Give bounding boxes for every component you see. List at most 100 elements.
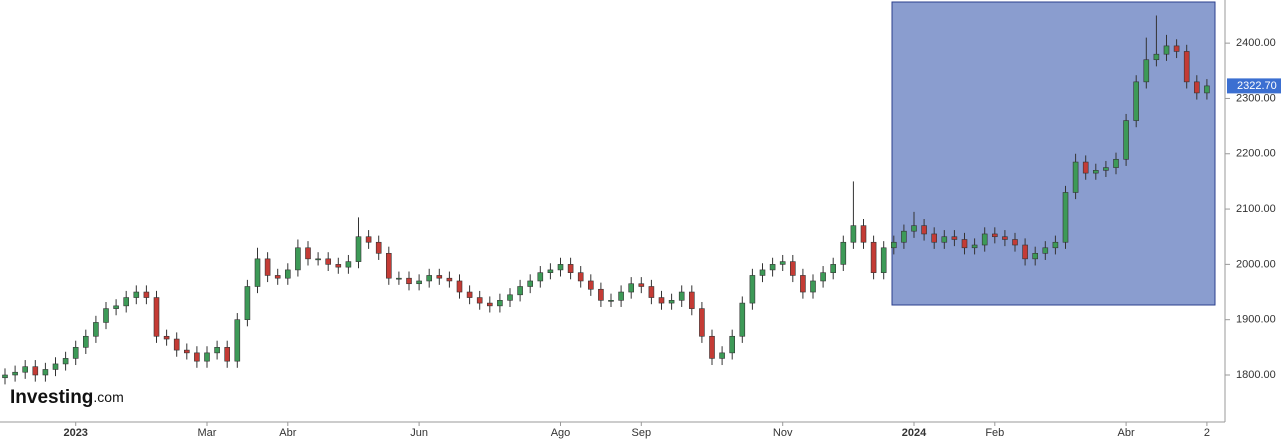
candle-body bbox=[709, 335, 715, 359]
candle-body bbox=[840, 241, 847, 265]
candle-body bbox=[547, 269, 554, 273]
candle-body bbox=[1204, 85, 1210, 94]
candle-body bbox=[204, 352, 210, 362]
x-tick-label: 2023 bbox=[63, 427, 87, 439]
candle-body bbox=[32, 366, 39, 376]
x-tick-label: Abr bbox=[1118, 427, 1135, 439]
candle-body bbox=[426, 275, 433, 282]
candle-body bbox=[749, 275, 756, 304]
candle-body bbox=[173, 338, 180, 351]
candle-body bbox=[345, 261, 352, 268]
candle-body bbox=[527, 280, 534, 287]
logo-suffix: .com bbox=[93, 389, 123, 405]
candle-body bbox=[1113, 158, 1119, 168]
y-tick-label: 2000.00 bbox=[1236, 258, 1276, 270]
x-tick-label: 2 bbox=[1204, 427, 1210, 439]
candle-body bbox=[2, 374, 8, 379]
y-tick-label: 1800.00 bbox=[1236, 369, 1276, 381]
candle-body bbox=[638, 283, 645, 287]
candles bbox=[2, 15, 1210, 385]
candle-body bbox=[1052, 241, 1059, 249]
y-tick-label: 2100.00 bbox=[1236, 203, 1276, 215]
candle-body bbox=[123, 297, 129, 307]
candle-body bbox=[648, 286, 655, 298]
x-tick-label: Jun bbox=[410, 427, 428, 439]
candle-body bbox=[911, 225, 917, 232]
candle-body bbox=[1042, 247, 1049, 254]
candle-body bbox=[769, 264, 776, 271]
candle-body bbox=[1194, 81, 1200, 94]
candle-body bbox=[365, 236, 372, 243]
candle-body bbox=[12, 371, 18, 376]
candle-body bbox=[1183, 51, 1190, 83]
candle-body bbox=[880, 247, 887, 273]
candle-body bbox=[436, 275, 443, 279]
candle-body bbox=[497, 300, 503, 307]
candle-body bbox=[184, 349, 190, 354]
candle-body bbox=[254, 258, 261, 287]
x-tick-label: Mar bbox=[198, 427, 217, 439]
candle-body bbox=[921, 225, 927, 235]
candle-body bbox=[143, 291, 150, 298]
x-tick-label: Feb bbox=[985, 427, 1004, 439]
candle-body bbox=[284, 269, 291, 279]
y-tick-label: 2200.00 bbox=[1236, 148, 1276, 160]
logo-main: Investing bbox=[10, 387, 93, 408]
candle-body bbox=[951, 236, 958, 240]
x-tick-label: Sep bbox=[632, 427, 652, 439]
candle-body bbox=[446, 277, 453, 282]
candle-body bbox=[163, 335, 170, 340]
candle-body bbox=[860, 225, 867, 243]
y-tick-label: 2300.00 bbox=[1236, 92, 1276, 104]
candle-body bbox=[1093, 170, 1099, 174]
candle-body bbox=[416, 280, 422, 285]
candle-body bbox=[981, 233, 988, 246]
candle-body bbox=[830, 264, 837, 273]
candle-body bbox=[1133, 81, 1139, 121]
candle-body bbox=[1103, 167, 1109, 171]
candle-body bbox=[466, 291, 473, 298]
candle-body bbox=[355, 236, 362, 262]
x-tick-label: Ago bbox=[551, 427, 571, 439]
candle-body bbox=[1082, 161, 1089, 174]
candle-body bbox=[264, 258, 271, 276]
candle-body bbox=[810, 280, 816, 293]
candle-body bbox=[1062, 192, 1069, 243]
candle-body bbox=[890, 241, 897, 249]
candle-body bbox=[991, 233, 998, 238]
candle-body bbox=[476, 297, 483, 304]
selection-box bbox=[891, 1, 1216, 306]
candle-body bbox=[658, 297, 665, 304]
candle-body bbox=[507, 294, 513, 301]
candle-body bbox=[759, 269, 766, 276]
candle-body bbox=[699, 308, 705, 337]
candle-body bbox=[244, 286, 251, 320]
candle-body bbox=[486, 302, 493, 307]
candle-body bbox=[618, 291, 624, 301]
candle-body bbox=[93, 322, 99, 337]
candle-body bbox=[971, 244, 978, 249]
candle-body bbox=[396, 277, 402, 280]
candle-body bbox=[103, 308, 109, 323]
candle-body bbox=[1173, 45, 1180, 52]
candle-body bbox=[1022, 244, 1028, 260]
candle-body bbox=[820, 272, 826, 282]
candle-body bbox=[567, 264, 574, 273]
candle-body bbox=[1153, 53, 1160, 61]
candle-body bbox=[779, 261, 786, 265]
candle-body bbox=[83, 335, 89, 348]
candle-body bbox=[800, 275, 806, 293]
candle-body bbox=[153, 297, 160, 337]
candle-body bbox=[931, 233, 938, 243]
candle-body bbox=[537, 272, 544, 282]
candle-body bbox=[628, 283, 635, 293]
last-price-label: 2322.70 bbox=[1237, 80, 1277, 92]
candle-body bbox=[1032, 253, 1038, 260]
candle-body bbox=[729, 335, 736, 354]
candle-body bbox=[52, 363, 59, 370]
candle-body bbox=[941, 236, 948, 243]
candle-body bbox=[335, 264, 342, 268]
candle-body bbox=[668, 300, 675, 304]
candle-body bbox=[719, 352, 725, 359]
candle-body bbox=[688, 291, 695, 309]
